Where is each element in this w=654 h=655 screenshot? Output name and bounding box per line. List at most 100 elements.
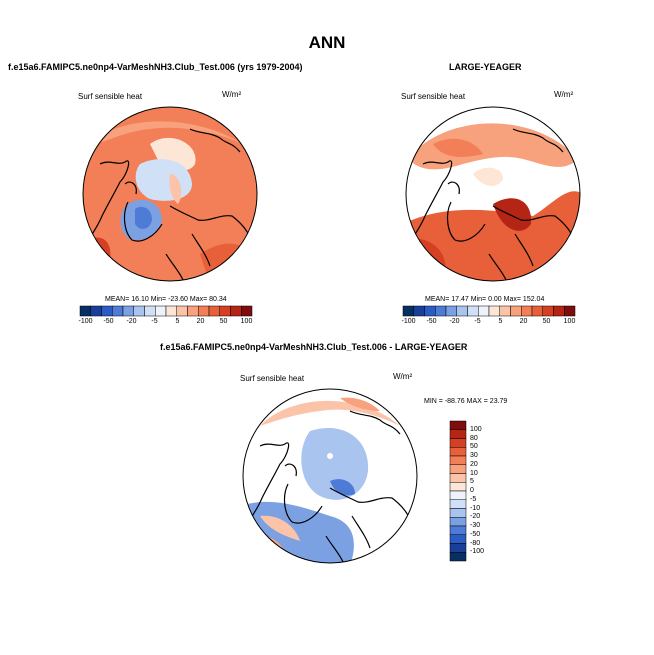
panel2-field-patch bbox=[433, 138, 483, 157]
panel1-coastline bbox=[165, 233, 211, 281]
colorbar-tick-label: -20 bbox=[449, 318, 460, 325]
colorbar-swatch bbox=[564, 305, 576, 317]
colorbar-swatch bbox=[445, 305, 457, 317]
colorbar-swatch bbox=[449, 455, 467, 465]
colorbar-swatch bbox=[449, 473, 467, 483]
colorbar-tick-label: -50 bbox=[470, 530, 481, 538]
colorbar-tick-label: -5 bbox=[474, 318, 481, 325]
colorbar-swatch bbox=[144, 305, 156, 317]
colorbar-tick-label: -10 bbox=[470, 504, 481, 512]
colorbar-tick-label: -20 bbox=[470, 513, 481, 521]
colorbar-tick-label: -5 bbox=[470, 495, 477, 503]
panel2-colorbar bbox=[402, 305, 576, 317]
colorbar-swatch bbox=[449, 482, 467, 492]
panel3-colorbar bbox=[449, 420, 467, 562]
colorbar-swatch bbox=[79, 305, 91, 317]
colorbar-swatch bbox=[449, 420, 467, 430]
panel2-polar-map bbox=[405, 106, 581, 282]
panel2-colorbar-ticks: -100 -50 -20 -5 5 20 50 100 bbox=[401, 318, 576, 328]
colorbar-tick-label: 5 bbox=[498, 318, 503, 325]
panel1-units-label: W/m² bbox=[222, 90, 242, 99]
colorbar-tick-label: 5 bbox=[175, 318, 180, 325]
colorbar-tick-label: 50 bbox=[219, 318, 228, 325]
colorbar-swatch bbox=[542, 305, 554, 317]
colorbar-swatch bbox=[531, 305, 543, 317]
panel2-variable-label: Surf sensible heat bbox=[401, 92, 466, 101]
colorbar-swatch bbox=[122, 305, 134, 317]
colorbar-tick-label: 0 bbox=[470, 487, 474, 494]
colorbar-swatch bbox=[449, 464, 467, 474]
panel1-field-patch bbox=[90, 121, 250, 149]
colorbar-swatch bbox=[449, 543, 467, 553]
panel3-polar-map bbox=[242, 388, 418, 564]
panel1-field-patch bbox=[135, 206, 152, 229]
panel1-polar-map bbox=[82, 106, 258, 282]
colorbar-swatch bbox=[402, 305, 414, 317]
colorbar-swatch bbox=[187, 305, 199, 317]
colorbar-swatch bbox=[90, 305, 102, 317]
colorbar-swatch bbox=[449, 534, 467, 544]
colorbar-swatch bbox=[467, 305, 479, 317]
colorbar-swatch bbox=[133, 305, 145, 317]
colorbar-swatch bbox=[219, 305, 231, 317]
panel2-coastline bbox=[408, 160, 453, 245]
colorbar-swatch bbox=[155, 305, 167, 317]
colorbar-tick-label: -20 bbox=[126, 318, 137, 325]
colorbar-tick-label: -50 bbox=[103, 318, 114, 325]
main-title: ANN bbox=[308, 33, 346, 52]
colorbar-tick-label: 80 bbox=[470, 434, 478, 442]
colorbar-swatch bbox=[553, 305, 565, 317]
colorbar-tick-label: 50 bbox=[542, 318, 551, 325]
panel1-coastline bbox=[169, 205, 253, 243]
colorbar-swatch bbox=[176, 305, 188, 317]
panel3-pole-marker bbox=[327, 453, 333, 459]
colorbar-swatch bbox=[101, 305, 113, 317]
panel1-field-patch bbox=[83, 237, 111, 281]
colorbar-tick-label: -100 bbox=[78, 318, 93, 325]
colorbar-swatch bbox=[198, 305, 210, 317]
colorbar-swatch bbox=[449, 499, 467, 509]
colorbar-tick-label: 20 bbox=[519, 318, 528, 325]
colorbar-tick-label: -30 bbox=[470, 522, 481, 529]
panel3-units-label: W/m² bbox=[393, 372, 413, 381]
colorbar-swatch bbox=[165, 305, 177, 317]
colorbar-tick-label: -50 bbox=[426, 318, 437, 325]
panel3-coastline bbox=[349, 410, 401, 435]
colorbar-tick-label: 50 bbox=[470, 443, 478, 451]
colorbar-tick-label: 100 bbox=[240, 318, 253, 325]
colorbar-swatch bbox=[449, 508, 467, 518]
colorbar-swatch bbox=[208, 305, 220, 317]
panel3-map-border bbox=[242, 388, 418, 564]
panel3-variable-label: Surf sensible heat bbox=[240, 374, 305, 383]
panel1-field-patch bbox=[169, 174, 182, 204]
panel1-coastline bbox=[123, 181, 163, 242]
panel1-colorbar-ticks: -100 -50 -20 -5 5 20 50 100 bbox=[78, 318, 253, 328]
colorbar-swatch bbox=[478, 305, 490, 317]
panel1-colorbar bbox=[79, 305, 253, 317]
panel3-coastline bbox=[325, 515, 371, 563]
colorbar-tick-label: 100 bbox=[563, 318, 576, 325]
panel3-coastline bbox=[283, 463, 323, 524]
colorbar-swatch bbox=[241, 305, 253, 317]
colorbar-tick-label: 10 bbox=[470, 469, 478, 477]
colorbar-swatch bbox=[449, 517, 467, 527]
panel2-map-border bbox=[405, 106, 581, 282]
panel2-stats: MEAN= 17.47 Min= 0.00 Max= 152.04 bbox=[425, 296, 545, 303]
colorbar-tick-label: 20 bbox=[470, 460, 478, 468]
panel3-coastline bbox=[329, 487, 413, 525]
colorbar-swatch bbox=[449, 447, 467, 457]
colorbar-swatch bbox=[449, 438, 467, 448]
colorbar-tick-label: -80 bbox=[470, 539, 481, 547]
panel2-units-label: W/m² bbox=[554, 90, 574, 99]
colorbar-swatch bbox=[435, 305, 447, 317]
panel3-field-patch bbox=[330, 479, 355, 496]
colorbar-swatch bbox=[521, 305, 533, 317]
colorbar-tick-label: 5 bbox=[470, 478, 474, 486]
colorbar-swatch bbox=[413, 305, 425, 317]
colorbar-tick-label: -5 bbox=[151, 318, 158, 325]
colorbar-swatch bbox=[499, 305, 511, 317]
colorbar-swatch bbox=[456, 305, 468, 317]
panel2-coastline bbox=[488, 233, 534, 281]
panel1-variable-label: Surf sensible heat bbox=[78, 92, 143, 101]
colorbar-tick-label: 100 bbox=[470, 425, 482, 433]
